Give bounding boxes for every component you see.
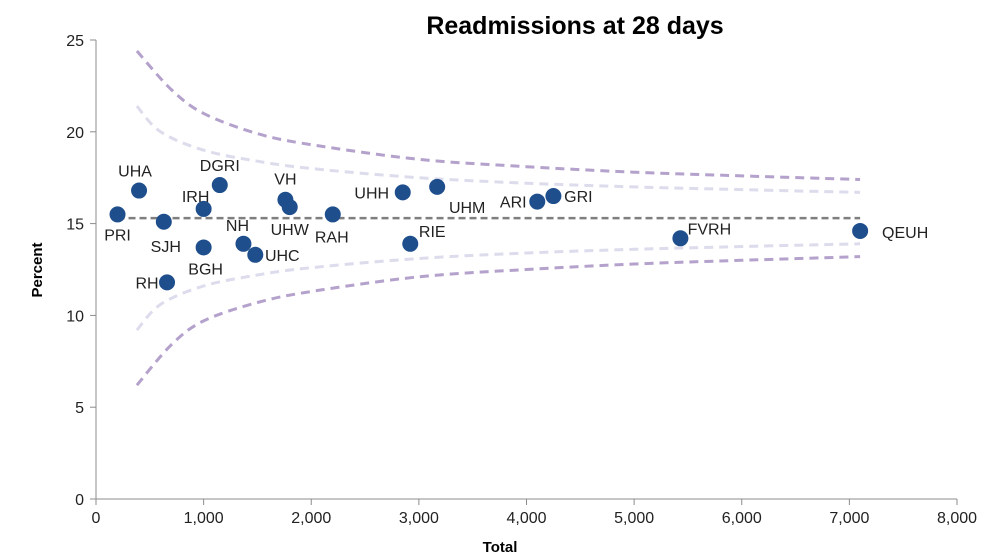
data-label-irh: IRH (182, 189, 210, 206)
data-point-bgh (195, 239, 212, 256)
data-point-uhm (429, 178, 446, 195)
data-label-dgri: DGRI (200, 158, 240, 175)
y-tick-label: 20 (66, 125, 84, 142)
data-label-fvrh: FVRH (688, 221, 732, 238)
y-tick-label: 5 (75, 400, 84, 417)
data-point-irh (195, 200, 212, 217)
y-tick-label: 10 (66, 308, 84, 325)
data-label-gri: GRI (564, 189, 592, 206)
x-tick-label: 3,000 (399, 510, 439, 527)
y-tick-label: 25 (66, 33, 84, 50)
data-label-qeuh: QEUH (882, 225, 928, 242)
x-tick-label: 6,000 (722, 510, 762, 527)
data-point-nh (235, 235, 252, 252)
data-label-uhm: UHM (449, 200, 485, 217)
chart-title: Readmissions at 28 days (426, 12, 723, 40)
x-tick-label: 0 (92, 510, 101, 527)
outer-upper-limit (135, 50, 861, 181)
data-point-uhw (281, 199, 298, 216)
x-tick-label: 5,000 (614, 510, 654, 527)
data-label-nh: NH (226, 218, 249, 235)
data-label-vh: VH (274, 172, 296, 189)
control-limits (135, 50, 861, 387)
y-tick-label: 0 (75, 492, 84, 509)
y-tick-label: 15 (66, 217, 84, 234)
data-label-rie: RIE (419, 224, 446, 241)
x-tick-label: 7,000 (829, 510, 869, 527)
data-label-ari: ARI (500, 195, 527, 212)
data-label-uhh: UHH (354, 185, 389, 202)
data-point-ari (529, 193, 546, 210)
data-point-dgri (211, 177, 228, 194)
data-label-rh: RH (135, 275, 158, 292)
data-label-bgh: BGH (188, 261, 223, 278)
x-axis-title: Total (483, 539, 518, 556)
data-point-pri (109, 206, 126, 223)
data-label-uhc: UHC (265, 248, 300, 265)
data-point-sjh (155, 213, 172, 230)
data-label-uha: UHA (118, 164, 152, 181)
data-point-qeuh (852, 222, 869, 239)
data-label-pri: PRI (104, 227, 131, 244)
y-axis-title: Percent (29, 242, 46, 297)
x-tick-label: 1,000 (184, 510, 224, 527)
x-tick-label: 8,000 (937, 510, 977, 527)
data-point-rie (402, 235, 419, 252)
data-point-uhc (247, 246, 264, 263)
data-points: PRI UHA SJH RH IRH BGH DGRI NH UHC VH UHW RAH UHH RIE… (104, 158, 928, 292)
inner-upper-limit (135, 105, 861, 194)
data-point-uha (131, 182, 148, 199)
data-point-uhh (394, 184, 411, 201)
axes: 0 1,000 2,000 3,000 4,000 5,000 6,000 7,000 8,00… (66, 33, 977, 527)
data-label-uhw: UHW (271, 222, 310, 239)
data-label-sjh: SJH (151, 239, 181, 256)
data-point-gri (545, 188, 562, 205)
data-point-rh (159, 274, 176, 291)
outer-lower-limit (135, 255, 861, 387)
inner-lower-limit (135, 242, 861, 332)
x-tick-label: 2,000 (291, 510, 331, 527)
data-point-fvrh (672, 230, 689, 247)
data-label-rah: RAH (315, 229, 349, 246)
x-tick-label: 4,000 (506, 510, 546, 527)
data-point-rah (324, 206, 341, 223)
